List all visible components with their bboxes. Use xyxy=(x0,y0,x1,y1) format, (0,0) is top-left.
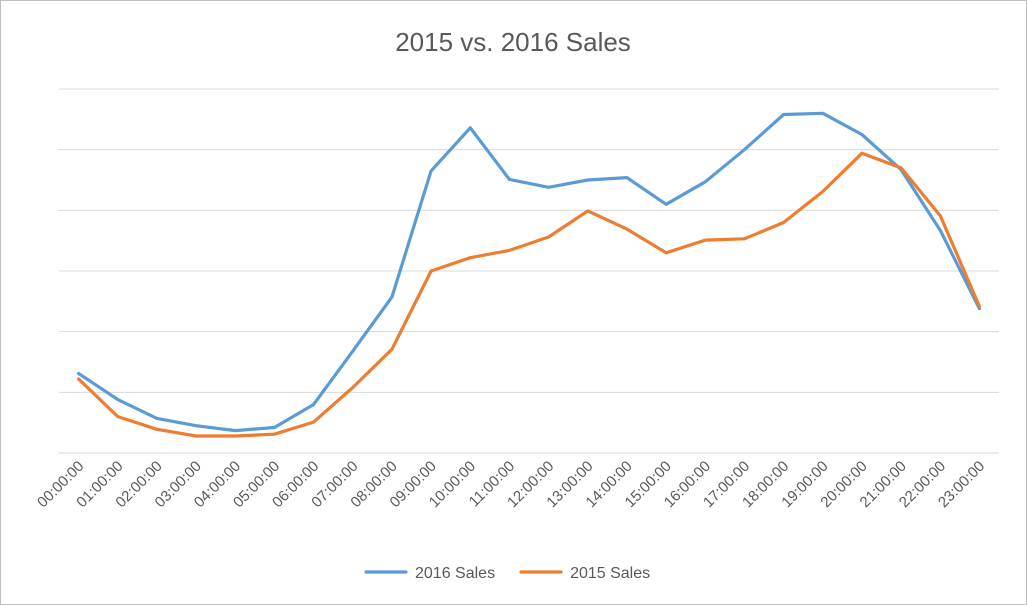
gridlines xyxy=(59,88,999,454)
series-line-2 xyxy=(76,151,982,438)
series-lines xyxy=(76,111,982,438)
legend-label-1: 2016 Sales xyxy=(415,565,495,582)
legend-label-2: 2015 Sales xyxy=(570,565,650,582)
series-line-1 xyxy=(76,111,982,433)
chart-title: 2015 vs. 2016 Sales xyxy=(395,27,631,57)
x-axis-tick-labels: 00:00:0001:00:0002:00:0003:00:0004:00:00… xyxy=(34,458,988,511)
legend: 2016 Sales 2015 Sales xyxy=(364,565,650,582)
